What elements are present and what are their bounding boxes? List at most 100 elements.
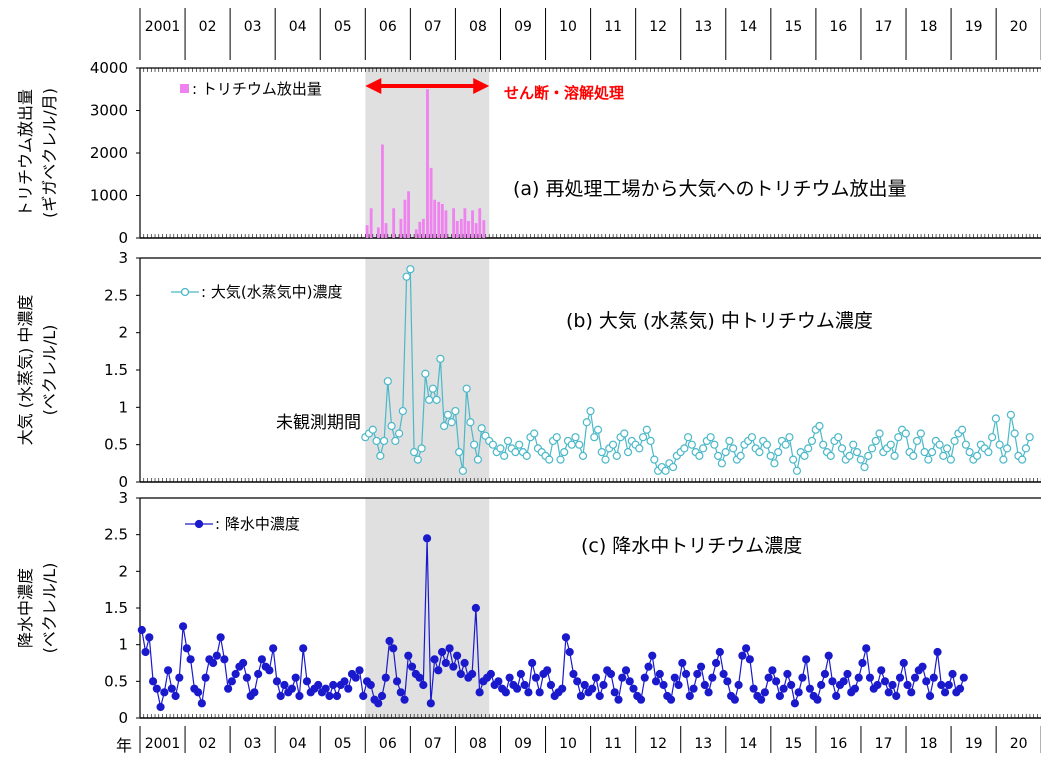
rain-point	[513, 684, 522, 693]
rain-point	[678, 658, 687, 668]
top-year-label: 05	[334, 19, 352, 35]
air-point	[1021, 444, 1031, 453]
air-point	[511, 448, 520, 457]
rain-point	[925, 691, 935, 701]
rain-point	[272, 677, 282, 686]
air-point	[984, 448, 993, 457]
top-year-label: 16	[830, 19, 848, 35]
rain-point	[591, 673, 601, 682]
rain-point	[426, 699, 435, 708]
rain-point	[629, 684, 638, 693]
air-point	[402, 272, 411, 281]
air-point	[946, 455, 955, 464]
air-point	[958, 425, 967, 434]
rain-point	[227, 677, 236, 686]
rain-point	[738, 651, 747, 660]
air-point	[488, 440, 498, 449]
rain-point	[254, 669, 263, 679]
top-year-label: 03	[244, 19, 262, 35]
rain-point	[148, 677, 158, 686]
rain-point	[501, 688, 510, 697]
top-year-label: 13	[694, 19, 712, 35]
top-year-label: 2001	[145, 19, 181, 35]
rain-point	[708, 673, 717, 682]
rain-point	[580, 680, 589, 690]
rain-point	[299, 644, 308, 653]
air-point	[973, 451, 982, 460]
air-point	[413, 455, 422, 464]
y-tick-label: 0.5	[104, 672, 128, 690]
air-point	[774, 448, 783, 457]
air-point	[762, 440, 772, 449]
rain-point	[666, 695, 676, 704]
rain-point	[576, 691, 586, 701]
air-point	[706, 433, 715, 442]
bottom-year-label: 14	[739, 736, 757, 752]
rain-point	[516, 669, 526, 679]
legend-label: : トリチウム放出量	[192, 80, 322, 98]
rain-point	[437, 647, 447, 657]
rain-point	[644, 662, 653, 671]
air-point	[409, 448, 419, 457]
rain-point	[163, 666, 173, 675]
bottom-year-label: 10	[559, 736, 577, 752]
air-point	[875, 429, 884, 438]
air-point	[394, 429, 404, 438]
air-point	[470, 440, 479, 449]
bottom-year-label: 20	[1010, 736, 1028, 752]
y-tick-label: 2	[118, 324, 128, 342]
air-point	[406, 265, 415, 274]
rain-point	[456, 669, 465, 679]
panel-title: (c) 降水中トリチウム濃度	[581, 535, 802, 557]
rain-point	[843, 669, 852, 679]
air-point	[556, 455, 565, 464]
top-year-label: 11	[604, 19, 622, 35]
air-point	[668, 462, 678, 472]
rain-point	[295, 691, 304, 701]
rain-point	[681, 669, 691, 679]
air-point	[376, 451, 385, 460]
rain-point	[269, 644, 278, 653]
rain-point	[287, 684, 297, 693]
y-axis-title-line1: 大気 (水蒸気) 中濃度	[16, 295, 35, 446]
air-point	[582, 418, 591, 427]
rain-point	[599, 680, 608, 690]
shaded-period-rect-1	[365, 258, 490, 482]
legend-label: : 降水中濃度	[215, 515, 300, 533]
air-point	[721, 448, 730, 457]
air-point	[815, 421, 824, 431]
air-point	[391, 436, 400, 446]
air-point	[571, 433, 580, 442]
rain-point	[877, 666, 886, 675]
bottom-year-label: 04	[289, 736, 307, 752]
rain-point	[351, 673, 360, 682]
y-tick-label: 1.5	[104, 599, 128, 617]
rain-point	[944, 680, 953, 690]
rain-point	[400, 695, 409, 704]
y-tick-label: 3000	[90, 102, 128, 120]
rain-point	[670, 673, 679, 682]
air-point	[432, 395, 441, 404]
air-point	[1010, 429, 1019, 438]
top-year-label: 10	[559, 19, 577, 35]
top-year-label: 20	[1010, 19, 1028, 35]
release-bar	[455, 221, 459, 238]
release-bar	[384, 223, 388, 238]
top-year-label: 04	[289, 19, 307, 35]
release-bar	[407, 191, 410, 238]
rain-point	[610, 688, 619, 697]
rain-point	[651, 677, 661, 686]
bottom-year-label: 12	[649, 736, 667, 752]
air-point	[646, 436, 655, 446]
top-year-label: 08	[469, 19, 487, 35]
air-point	[515, 440, 524, 449]
rain-point	[832, 691, 841, 701]
air-point	[638, 433, 648, 442]
rain-point	[430, 655, 439, 664]
rain-point	[948, 669, 957, 679]
panel-a-release: 0 1000 2000 3000 4000 トリチウム放出量 (ギガベクレル/月) (a) 再…	[16, 59, 1041, 247]
rain-point	[723, 677, 732, 686]
top-year-label: 06	[379, 19, 397, 35]
